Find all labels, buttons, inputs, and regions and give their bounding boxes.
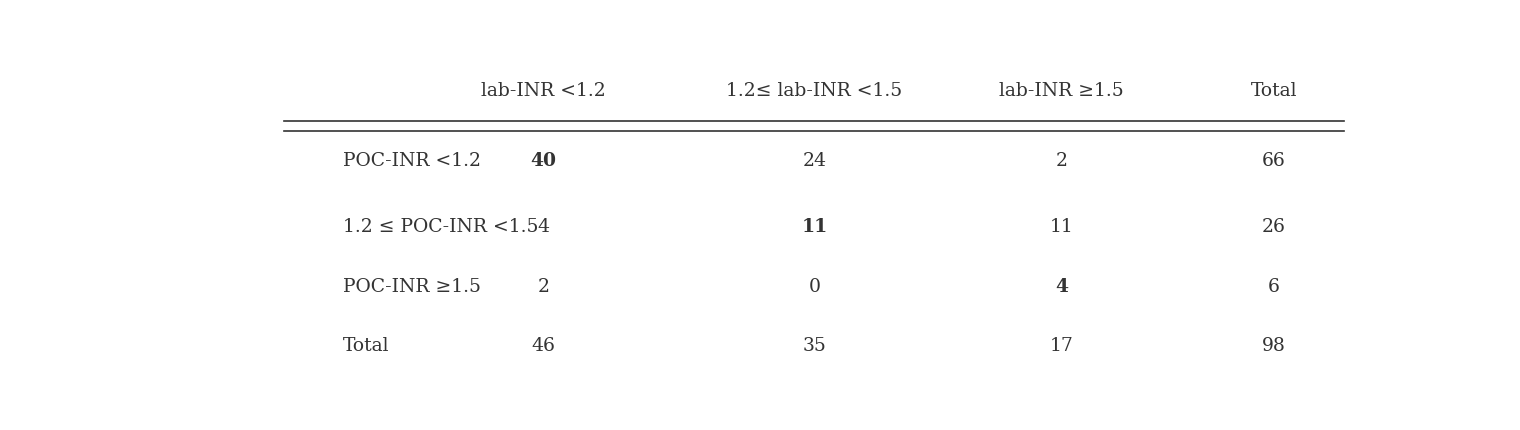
Text: lab-INR ≥1.5: lab-INR ≥1.5 — [999, 82, 1125, 100]
Text: 2: 2 — [1056, 152, 1067, 170]
Text: 98: 98 — [1262, 337, 1286, 355]
Text: POC-INR <1.2: POC-INR <1.2 — [344, 152, 482, 170]
Text: 35: 35 — [803, 337, 827, 355]
Text: 2: 2 — [538, 278, 549, 296]
Text: 0: 0 — [809, 278, 821, 296]
Text: lab-INR <1.2: lab-INR <1.2 — [480, 82, 606, 100]
Text: 6: 6 — [1268, 278, 1280, 296]
Text: 4: 4 — [1055, 278, 1069, 296]
Text: 11: 11 — [1050, 218, 1073, 236]
Text: 24: 24 — [803, 152, 827, 170]
Text: 40: 40 — [530, 152, 556, 170]
Text: Total: Total — [344, 337, 389, 355]
Text: 26: 26 — [1262, 218, 1286, 236]
Text: 66: 66 — [1262, 152, 1286, 170]
Text: 1.2 ≤ POC-INR <1.5: 1.2 ≤ POC-INR <1.5 — [344, 218, 538, 236]
Text: POC-INR ≥1.5: POC-INR ≥1.5 — [344, 278, 482, 296]
Text: 1.2≤ lab-INR <1.5: 1.2≤ lab-INR <1.5 — [727, 82, 903, 100]
Text: 46: 46 — [532, 337, 555, 355]
Text: 11: 11 — [801, 218, 827, 236]
Text: 4: 4 — [538, 218, 549, 236]
Text: 17: 17 — [1050, 337, 1073, 355]
Text: Total: Total — [1251, 82, 1297, 100]
